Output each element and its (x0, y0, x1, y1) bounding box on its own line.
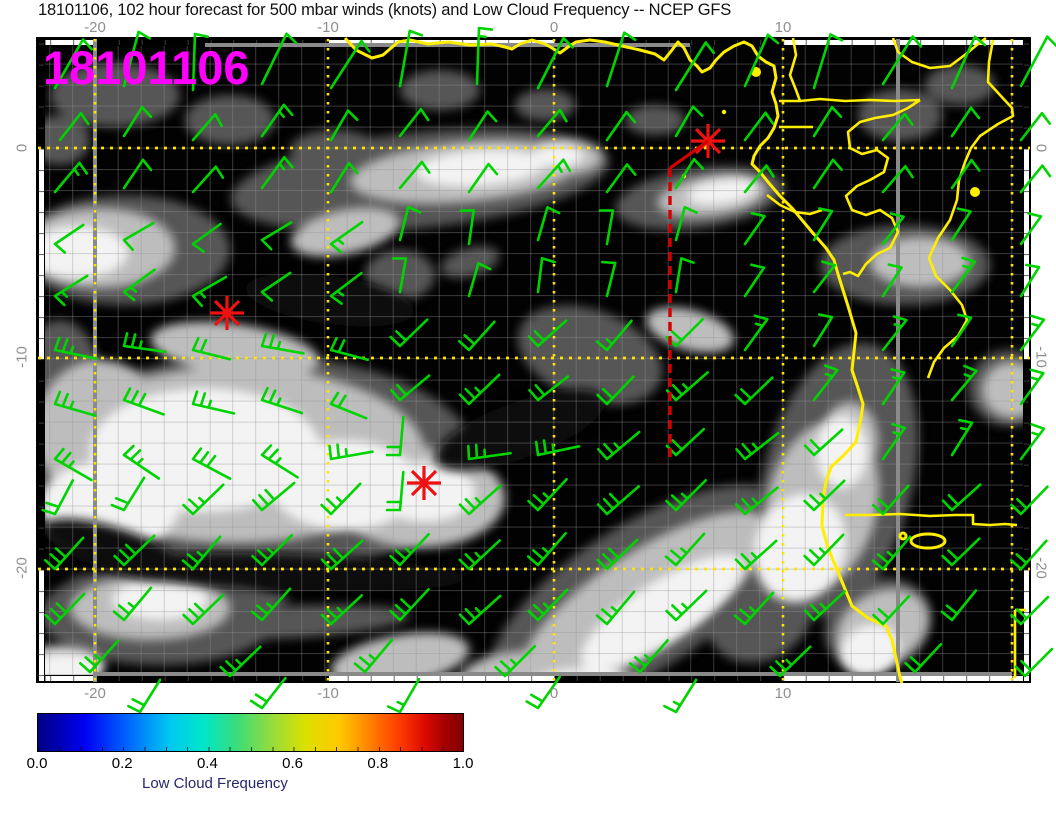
init-time-stamp: 18101106 (43, 41, 250, 94)
lat-label-right: 0 (1032, 143, 1050, 153)
lat-label-left: -20 (13, 557, 31, 579)
colorbar-tick-label: 0.4 (196, 755, 218, 772)
colorbar (37, 713, 464, 752)
lon-label-top: 0 (549, 19, 559, 36)
weather-map (38, 39, 1030, 682)
lon-label-top: -20 (84, 19, 106, 36)
colorbar-tick-label: 0.8 (367, 755, 389, 772)
lon-label-bottom: 10 (774, 685, 792, 702)
lat-label-right: -20 (1032, 557, 1050, 579)
colorbar-label: Low Cloud Frequency (142, 775, 288, 792)
page-title: 18101106, 102 hour forecast for 500 mbar… (38, 1, 732, 19)
lat-label-right: -10 (1032, 346, 1050, 368)
lat-label-left: -10 (13, 346, 31, 368)
colorbar-tick-label: 0.0 (26, 755, 48, 772)
colorbar-tick-label: 0.6 (282, 755, 304, 772)
lat-label-left: 0 (13, 143, 31, 153)
lon-label-top: -10 (317, 19, 339, 36)
lon-label-bottom: 0 (549, 685, 559, 702)
lon-label-bottom: -10 (317, 685, 339, 702)
colorbar-tick-label: 1.0 (452, 755, 474, 772)
frame-bar-right (1023, 39, 1030, 682)
lon-label-bottom: -20 (84, 685, 106, 702)
frame-bar-left (38, 39, 45, 682)
colorbar-tick-label: 0.2 (111, 755, 133, 772)
lon-label-top: 10 (774, 19, 792, 36)
frame-bar-bottom (38, 675, 1030, 682)
cloud-frequency-layer (38, 63, 1030, 682)
